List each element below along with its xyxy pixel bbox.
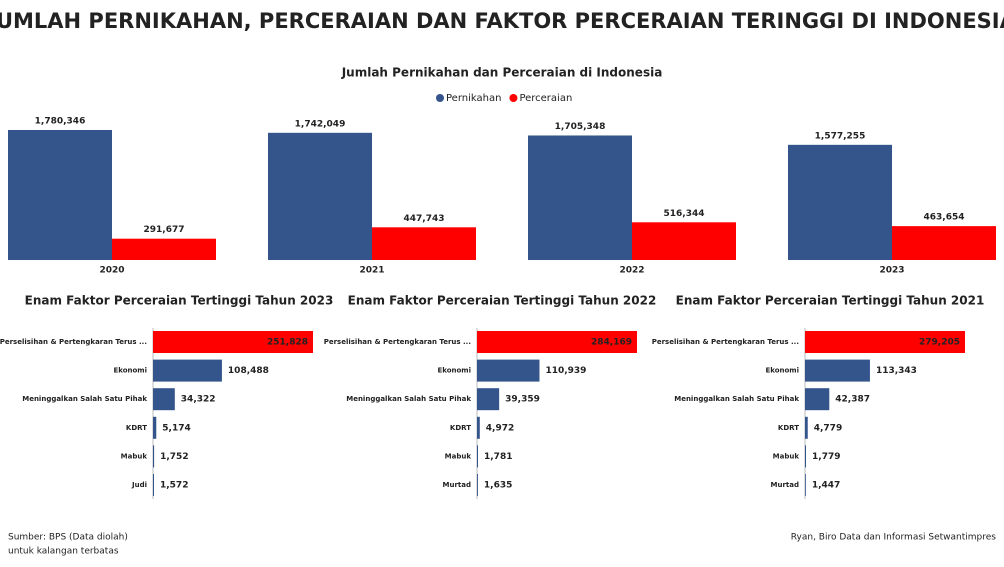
value-label: 1,447 — [812, 481, 840, 491]
category-label: KDRT — [778, 424, 799, 432]
value-label: 39,359 — [505, 395, 540, 405]
value-label: 4,972 — [486, 423, 514, 433]
credit: Ryan, Biro Data dan Informasi Setwantimp… — [791, 533, 997, 543]
value-label: 279,205 — [919, 338, 960, 348]
category-label: KDRT — [450, 424, 471, 432]
category-label: Murtad — [771, 481, 799, 489]
category-label: Mabuk — [121, 452, 148, 460]
bar — [477, 416, 480, 439]
category-label: Ekonomi — [437, 367, 471, 375]
value-label: 34,322 — [181, 395, 216, 405]
bar — [8, 130, 112, 260]
chart-title: Enam Faktor Perceraian Tertinggi Tahun 2… — [348, 294, 657, 308]
bar — [112, 238, 216, 260]
chart-title: Enam Faktor Perceraian Tertinggi Tahun 2… — [676, 294, 985, 308]
bar — [372, 227, 476, 260]
x-tick-label: 2022 — [619, 266, 644, 276]
value-label: 4,779 — [814, 423, 842, 433]
category-label: Perselisihan & Pertengkaran Terus ... — [0, 338, 147, 346]
bar — [805, 359, 870, 382]
bar — [477, 388, 500, 411]
bar — [805, 445, 807, 468]
value-label: 1,705,348 — [555, 122, 606, 132]
value-label: 1,781 — [484, 452, 512, 462]
chart-title: Enam Faktor Perceraian Tertinggi Tahun 2… — [25, 294, 334, 308]
bar — [477, 331, 637, 353]
bar — [632, 222, 736, 260]
value-label: 463,654 — [924, 213, 965, 223]
bar — [805, 388, 830, 411]
category-label: Meninggalkan Salah Satu Pihak — [346, 395, 471, 403]
value-label: 1,635 — [484, 481, 512, 491]
value-label: 42,387 — [835, 395, 870, 405]
page-title: JUMLAH PERNIKAHAN, PERCERAIAN DAN FAKTOR… — [0, 9, 1004, 33]
bar — [268, 132, 372, 260]
value-label: 291,677 — [144, 225, 185, 235]
bar — [477, 359, 540, 382]
legend-marker — [509, 94, 518, 102]
value-label: 447,743 — [404, 214, 445, 224]
category-label: Perselisihan & Pertengkaran Terus ... — [652, 338, 799, 346]
category-label: Meninggalkan Salah Satu Pihak — [22, 395, 147, 403]
bar — [153, 474, 154, 496]
bar — [477, 445, 479, 468]
category-label: Ekonomi — [113, 367, 147, 375]
x-tick-label: 2021 — [359, 266, 384, 276]
category-label: Mabuk — [773, 452, 800, 460]
value-label: 1,780,346 — [35, 117, 86, 127]
bar — [153, 359, 222, 382]
value-label: 110,939 — [545, 366, 586, 376]
bar — [892, 226, 996, 260]
category-label: Ekonomi — [765, 367, 799, 375]
category-label: Meninggalkan Salah Satu Pihak — [674, 395, 799, 403]
legend-label: Perceraian — [519, 93, 572, 104]
value-label: 1,779 — [812, 452, 840, 462]
category-label: Murtad — [443, 481, 471, 489]
value-label: 251,828 — [267, 338, 308, 348]
value-label: 1,572 — [160, 481, 188, 491]
value-label: 1,742,049 — [295, 119, 346, 129]
value-label: 284,169 — [591, 338, 632, 348]
value-label: 5,174 — [162, 423, 190, 433]
note: untuk kalangan terbatas — [8, 547, 119, 557]
x-tick-label: 2023 — [879, 266, 904, 276]
bar — [805, 416, 808, 439]
value-label: 1,752 — [160, 452, 188, 462]
value-label: 1,577,255 — [815, 131, 866, 141]
category-label: Judi — [131, 481, 147, 489]
value-label: 516,344 — [664, 209, 705, 219]
bar — [153, 388, 175, 411]
chart-title: Jumlah Pernikahan dan Perceraian di Indo… — [341, 66, 663, 80]
value-label: 113,343 — [876, 366, 917, 376]
bar — [528, 135, 632, 260]
bar — [805, 331, 965, 353]
bar — [153, 331, 313, 353]
source: Sumber: BPS (Data diolah) — [8, 533, 128, 543]
bar — [805, 474, 806, 496]
category-label: Mabuk — [445, 452, 472, 460]
bar — [153, 416, 157, 439]
category-label: KDRT — [126, 424, 147, 432]
bar — [477, 474, 478, 496]
bar — [153, 445, 155, 468]
legend-marker — [436, 94, 444, 102]
category-label: Perselisihan & Pertengkaran Terus ... — [324, 338, 471, 346]
bar — [788, 144, 892, 260]
x-tick-label: 2020 — [99, 266, 124, 276]
legend-label: Pernikahan — [446, 93, 501, 104]
value-label: 108,488 — [228, 366, 269, 376]
